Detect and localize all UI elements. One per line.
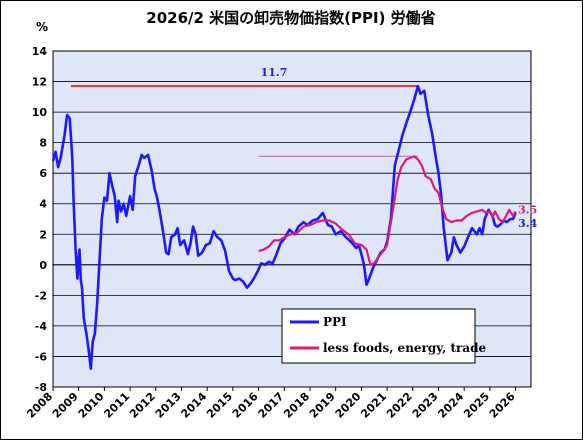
y-tick-label: 8 xyxy=(39,137,47,150)
y-tick-label: -4 xyxy=(35,320,48,333)
core-last-value-annotation: 3.5 xyxy=(518,203,537,216)
series-lines xyxy=(51,84,517,370)
x-tick-label: 2011 xyxy=(101,390,132,421)
y-tick-label: -8 xyxy=(35,381,47,394)
x-tick-label: 2022 xyxy=(384,390,415,421)
x-tick-label: 2014 xyxy=(178,390,209,421)
reference-lines xyxy=(70,85,418,157)
x-tick-labels: 2008200920102011201220132014201520162017… xyxy=(24,387,518,421)
x-tick-label: 2024 xyxy=(435,390,466,421)
y-tick-label: 0 xyxy=(39,259,47,272)
x-tick-label: 2016 xyxy=(230,390,261,421)
x-tick-label: 2009 xyxy=(50,390,81,421)
annotations: 11.7 3.5 3.4 xyxy=(261,66,538,230)
legend-box xyxy=(281,308,476,364)
legend-label-core: less foods, energy, trade xyxy=(323,341,486,355)
y-tick-label: 14 xyxy=(32,45,48,58)
x-tick-label: 2020 xyxy=(333,390,364,421)
y-tick-label: 4 xyxy=(39,198,47,211)
ppi-last-value-annotation: 3.4 xyxy=(518,217,537,230)
x-tick-label: 2019 xyxy=(307,390,338,421)
y-tick-labels: 14 12 10 8 6 4 2 0 -2 -4 -6 -8 xyxy=(32,45,48,394)
x-tick-label: 2025 xyxy=(461,390,492,421)
x-tick-label: 2008 xyxy=(24,390,55,421)
y-tick-label: 12 xyxy=(32,76,47,89)
x-tick-label: 2018 xyxy=(281,390,312,421)
series-line-ppi xyxy=(51,84,517,370)
peak-value-annotation: 11.7 xyxy=(261,66,288,79)
x-tick-label: 2013 xyxy=(153,390,184,421)
x-tick-label: 2023 xyxy=(410,390,441,421)
y-tick-label: -6 xyxy=(35,350,48,363)
x-tick-label: 2021 xyxy=(358,390,389,421)
chart-legend: PPI less foods, energy, trade xyxy=(281,308,486,364)
x-tick-label: 2012 xyxy=(127,390,158,421)
y-tick-label: 6 xyxy=(39,167,47,180)
y-tick-label: -2 xyxy=(35,289,47,302)
x-tick-label: 2015 xyxy=(204,390,235,421)
y-tick-label: 2 xyxy=(39,228,47,241)
y-tick-label: 10 xyxy=(32,106,48,119)
x-tick-label: 2026 xyxy=(487,390,518,421)
series-line-core xyxy=(258,155,517,266)
x-tick-label: 2017 xyxy=(256,390,287,421)
chart-title: 2026/2 米国の卸売物価指数(PPI) 労働省 xyxy=(146,9,435,27)
legend-label-ppi: PPI xyxy=(323,315,347,329)
y-axis-unit: % xyxy=(36,20,48,34)
x-tick-label: 2010 xyxy=(76,390,107,421)
